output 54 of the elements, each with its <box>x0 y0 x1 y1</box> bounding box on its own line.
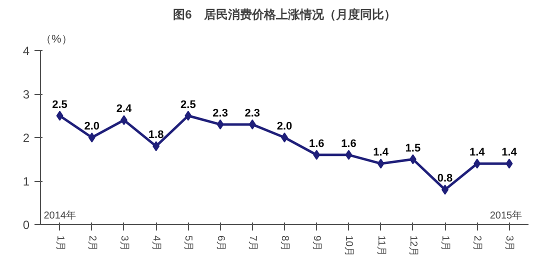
data-label: 2.3 <box>244 107 260 120</box>
point <box>248 119 256 130</box>
data-label: 2.3 <box>212 107 228 120</box>
point <box>120 115 128 126</box>
data-label: 1.6 <box>341 138 356 150</box>
y-axis-title: （%） <box>40 34 72 46</box>
y-tick-label: 0 <box>22 218 30 232</box>
x-tick-label: 9月 <box>311 236 322 252</box>
y-tick-label: 4 <box>22 44 30 58</box>
point <box>184 110 192 121</box>
point <box>88 132 96 142</box>
point <box>377 158 384 169</box>
data-label: 1.4 <box>502 146 518 159</box>
x-tick-label: 10月 <box>343 236 354 257</box>
annotation: 2014年 <box>44 210 76 222</box>
data-label: 2.5 <box>52 98 68 111</box>
chart-title: 图6 居民消费价格上涨情况（月度同比） <box>173 8 396 22</box>
data-label: 1.4 <box>469 146 486 159</box>
annotation: 2015年 <box>490 210 522 222</box>
data-label: 2.0 <box>276 120 292 132</box>
y-tick-label: 2 <box>22 131 30 145</box>
y-tick-label: 3 <box>22 88 30 102</box>
point <box>442 184 449 195</box>
x-tick-label: 12月 <box>407 236 418 257</box>
point <box>409 154 416 164</box>
x-tick-label: 3月 <box>118 236 130 252</box>
x-tick-label: 6月 <box>214 236 226 252</box>
data-label: 2.4 <box>116 103 132 116</box>
x-tick-label: 4月 <box>150 236 162 252</box>
x-tick-label: 1月 <box>54 236 66 252</box>
x-tick-label: 1月 <box>440 236 451 252</box>
point <box>313 150 320 160</box>
point <box>474 158 481 169</box>
data-label: 2.0 <box>84 120 100 132</box>
point <box>506 158 513 169</box>
point <box>345 150 352 160</box>
x-tick-label: 2月 <box>472 236 483 252</box>
x-tick-label: 2月 <box>86 236 98 252</box>
data-label: 1.8 <box>148 129 164 142</box>
data-label: 2.5 <box>180 98 196 111</box>
point <box>152 141 160 152</box>
x-tick-label: 8月 <box>279 236 290 252</box>
x-tick-label: 11月 <box>375 236 386 256</box>
data-label: 1.6 <box>308 138 324 150</box>
point <box>281 132 288 142</box>
x-tick-label: 7月 <box>246 236 258 252</box>
y-tick-label: 1 <box>22 174 30 188</box>
point <box>216 119 224 130</box>
data-label: 0.8 <box>437 172 453 185</box>
data-label: 1.4 <box>373 146 390 159</box>
point <box>56 110 64 121</box>
x-tick-label: 3月 <box>504 236 515 252</box>
data-label: 1.5 <box>405 142 421 154</box>
x-tick-label: 5月 <box>182 236 194 252</box>
